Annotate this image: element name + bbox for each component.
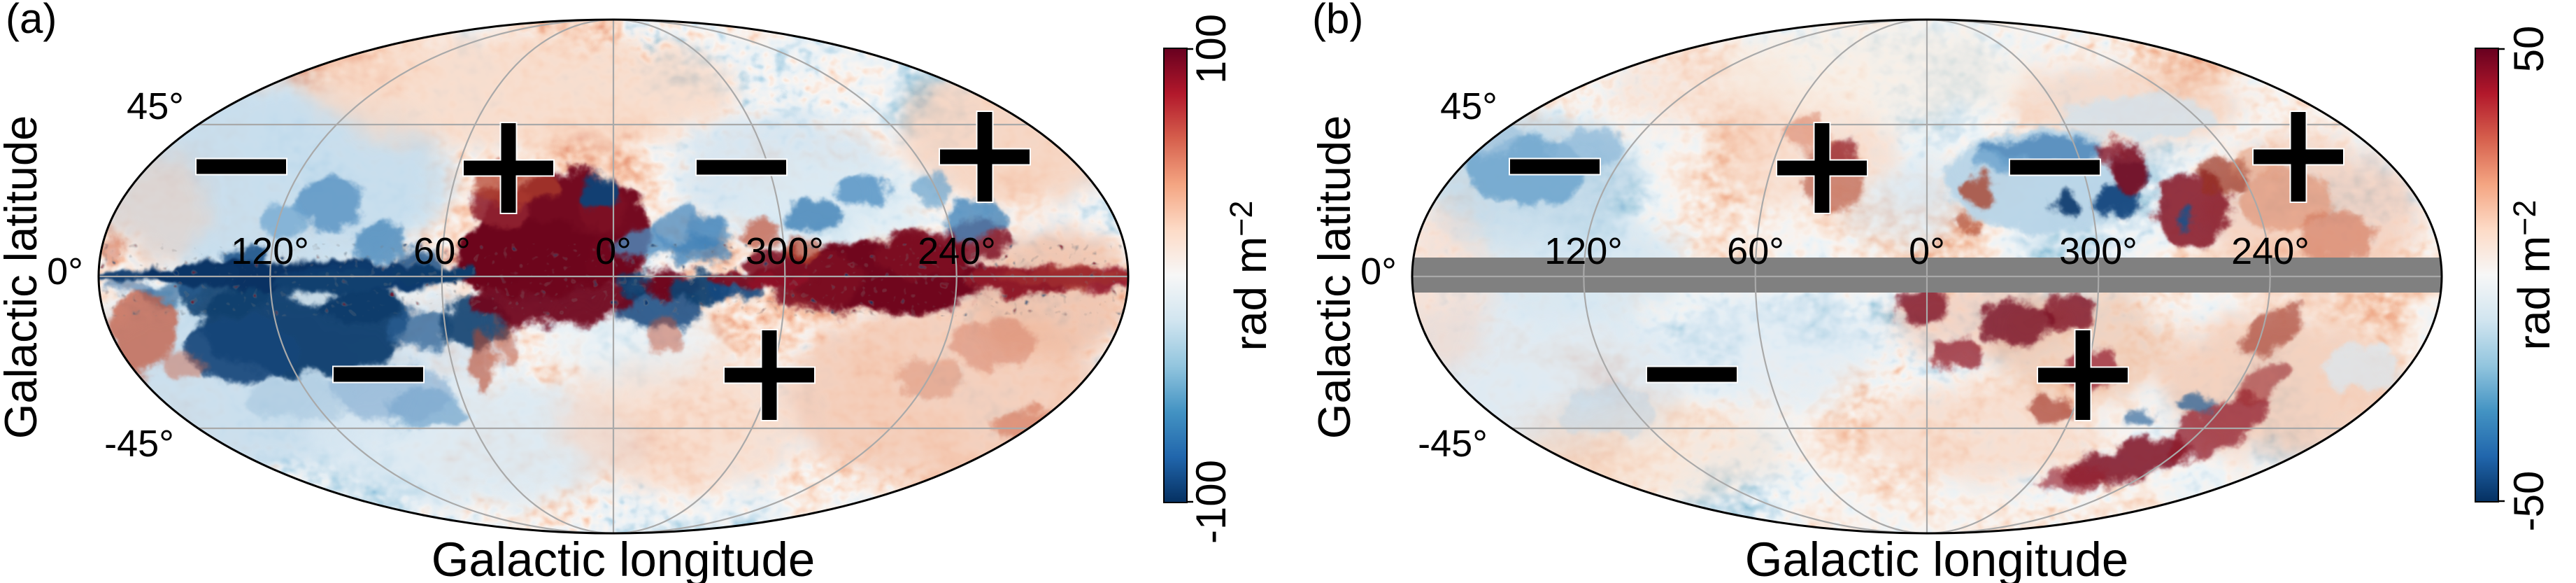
svg-text:(a): (a) <box>6 0 57 42</box>
svg-text:Galactic longitude: Galactic longitude <box>1745 533 2129 583</box>
svg-text:-45°: -45° <box>1418 423 1488 465</box>
svg-text:50: 50 <box>2505 26 2552 73</box>
svg-text:0°: 0° <box>47 251 83 293</box>
svg-text:240°: 240° <box>2231 230 2310 272</box>
svg-text:0°: 0° <box>595 230 632 272</box>
svg-text:240°: 240° <box>918 230 996 272</box>
svg-text:-100: -100 <box>1188 460 1234 544</box>
svg-text:Galactic latitude: Galactic latitude <box>1309 115 1360 439</box>
svg-text:60°: 60° <box>1727 230 1784 272</box>
svg-text:Galactic latitude: Galactic latitude <box>0 115 46 439</box>
svg-text:120°: 120° <box>231 230 309 272</box>
svg-text:45°: 45° <box>127 85 184 127</box>
svg-text:300°: 300° <box>746 230 824 272</box>
svg-text:Galactic longitude: Galactic longitude <box>432 533 816 583</box>
svg-text:120°: 120° <box>1544 230 1623 272</box>
svg-text:0°: 0° <box>1360 251 1397 293</box>
svg-text:0°: 0° <box>1909 230 1945 272</box>
svg-text:-50: -50 <box>2505 471 2552 532</box>
svg-text:100: 100 <box>1188 14 1234 84</box>
svg-text:45°: 45° <box>1440 85 1497 127</box>
svg-text:-45°: -45° <box>104 423 174 465</box>
svg-text:(b): (b) <box>1312 0 1363 42</box>
svg-text:300°: 300° <box>2059 230 2137 272</box>
svg-text:60°: 60° <box>413 230 471 272</box>
